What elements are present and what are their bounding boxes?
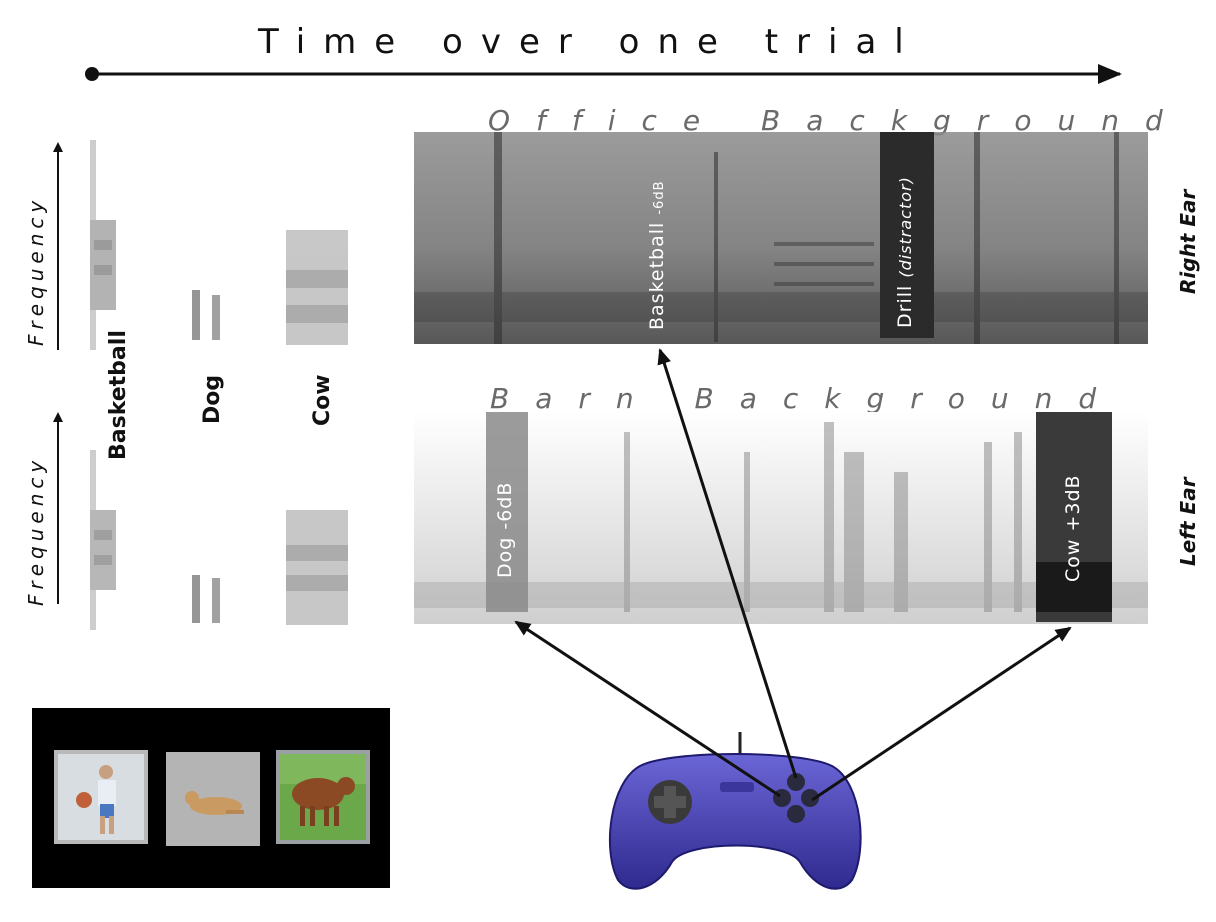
- arrow-to-cow: [811, 626, 1072, 802]
- isolated-spectrograms: [90, 140, 348, 630]
- basketball-spectrogram-top: [90, 140, 116, 350]
- office-background-spectrogram: [414, 132, 1148, 344]
- dog-spectrogram-top: [192, 290, 220, 340]
- button-top: [787, 773, 805, 791]
- arrow-to-basketball: [657, 348, 798, 779]
- barn-background-spectrogram: [414, 412, 1148, 624]
- response-image-panel: [32, 708, 390, 888]
- frequency-axis-top: [53, 142, 63, 350]
- frequency-axis-bottom: [53, 412, 63, 604]
- barn-background-label: Barn Background: [490, 382, 1123, 415]
- cow-spectrogram-top: [286, 230, 348, 345]
- cow-image[interactable]: [276, 750, 370, 844]
- basketball-spectrogram-bottom: [90, 450, 116, 630]
- dog-target-band: [486, 412, 528, 612]
- dog-spectrogram-bottom: [192, 575, 220, 623]
- diagram-title: Time over one trial: [258, 22, 922, 62]
- cow-spectrogram-bottom: [286, 510, 348, 625]
- dog-image[interactable]: [166, 752, 260, 846]
- button-bottom: [787, 805, 805, 823]
- office-background-label: Office Background: [488, 104, 1189, 137]
- gamepad-controller[interactable]: [600, 730, 870, 900]
- button-right: [801, 789, 819, 807]
- basketball-player-image[interactable]: [54, 750, 148, 844]
- drill-distractor-band: [880, 132, 934, 338]
- arrow-to-dog: [514, 620, 781, 798]
